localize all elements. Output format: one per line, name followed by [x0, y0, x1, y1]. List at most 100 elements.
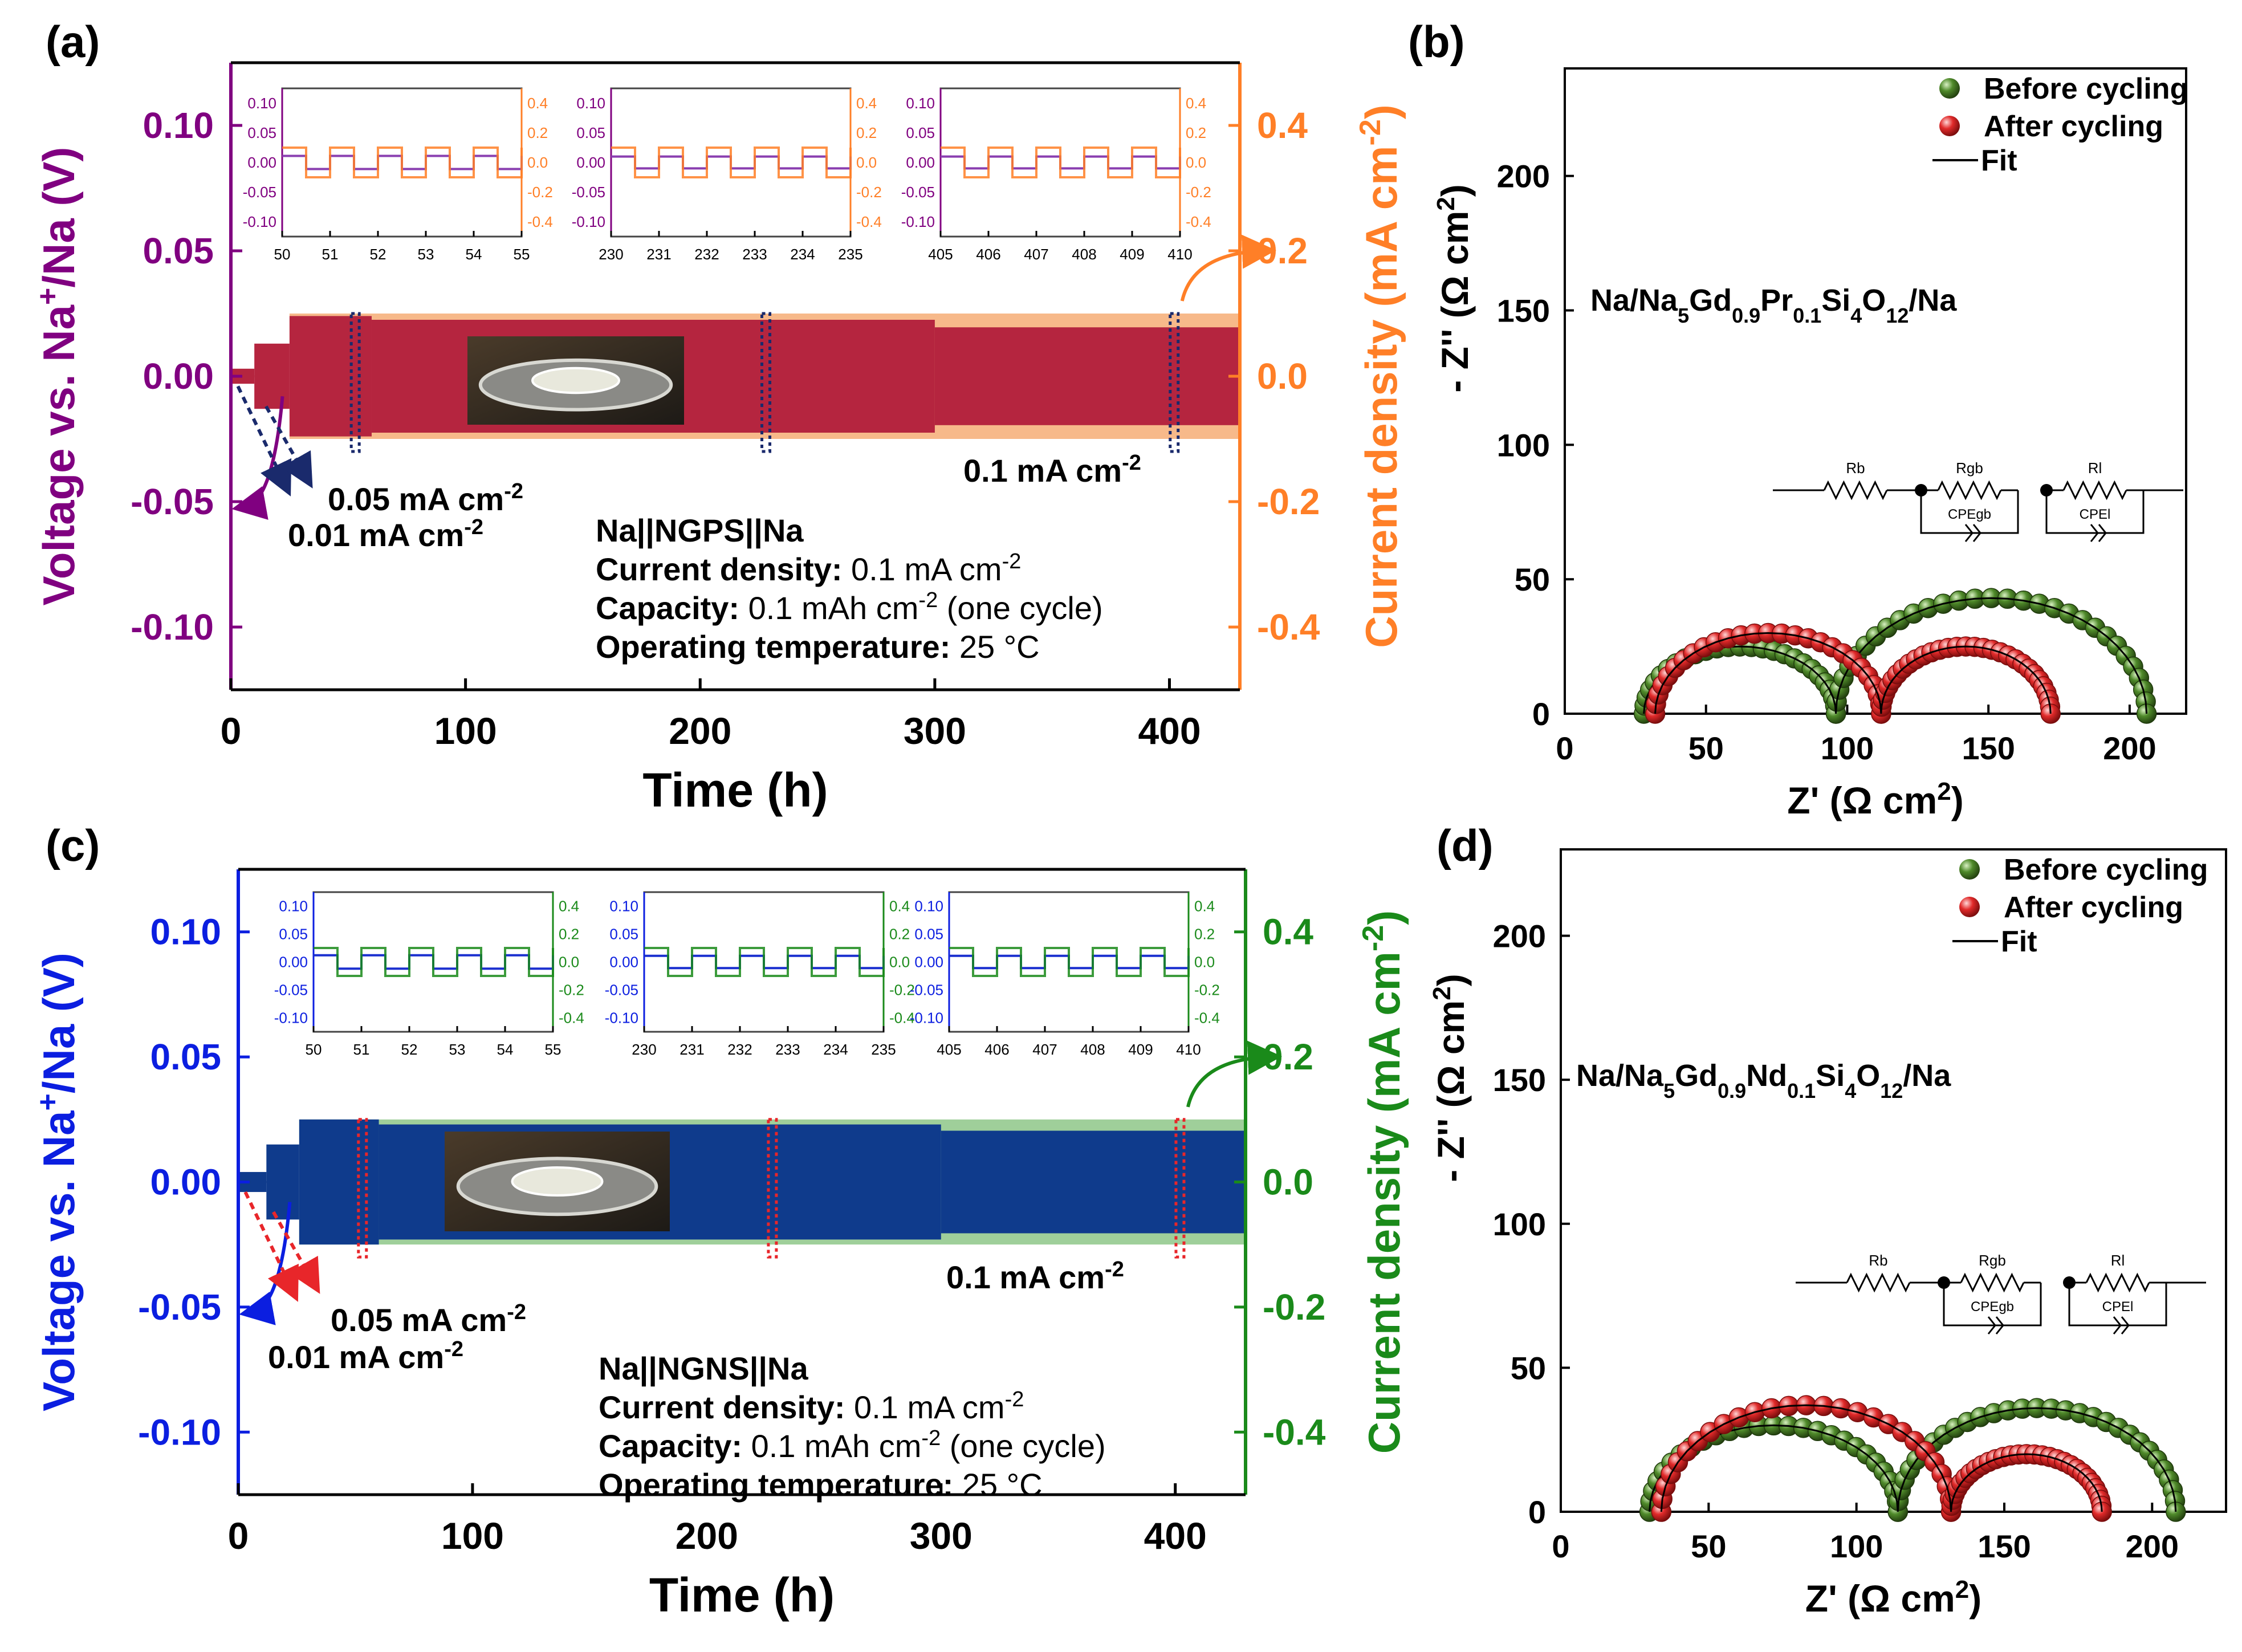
y-tick-label: 0.00 — [143, 356, 214, 397]
text-span: -2 — [504, 479, 523, 503]
rate-label-low: 0.01 mA cm-2 — [288, 515, 483, 553]
inset-y-tick-label: 0.10 — [609, 898, 638, 915]
inset-x-tick-label: 408 — [1080, 1041, 1105, 1058]
inset-y2-tick-label: -0.4 — [1194, 1010, 1220, 1027]
text-span: -2 — [1002, 550, 1022, 573]
inset-current-trace — [644, 947, 885, 977]
text-span: 12 — [1880, 1079, 1903, 1102]
text-span: Operating temperature: — [599, 1467, 953, 1503]
text-span: 2 — [1428, 986, 1456, 1000]
text-span: -2 — [507, 1300, 526, 1324]
equivalent-circuit: Rb Rgb CPEgb Rl CPEl — [1773, 459, 2183, 542]
rate-arrow-low — [265, 405, 313, 489]
text-span: + — [31, 1093, 64, 1110]
cell-photo — [467, 336, 684, 425]
y-tick-label: 0.05 — [143, 230, 214, 271]
info-capacity: Capacity: 0.1 mAh cm-2 (one cycle) — [599, 1426, 1106, 1464]
inset-y-tick-label: -0.05 — [243, 184, 276, 201]
text-span: Si — [1816, 1059, 1845, 1093]
inset-y-tick-label: 0.00 — [247, 154, 276, 171]
y-axis-title: Voltage vs. Na+/Na (V) — [31, 147, 84, 606]
inset-y-tick-label: -0.10 — [901, 213, 935, 230]
inset-y2-tick-label: -0.2 — [527, 184, 553, 201]
text-span: (one cycle) — [941, 1428, 1105, 1464]
inset-x-tick-label: 50 — [274, 246, 291, 263]
axis-arrow-current — [1180, 234, 1276, 302]
inset-x-tick-label: 51 — [353, 1041, 370, 1058]
text-span: 0.1 — [1787, 1079, 1816, 1102]
label-Rl: Rl — [2088, 459, 2102, 477]
inset-y-tick-label: -0.10 — [274, 1010, 308, 1027]
label-Rgb: Rgb — [1956, 459, 1983, 477]
text-span: 0.01 mA cm — [288, 517, 464, 553]
text-span: 4 — [1845, 1079, 1856, 1102]
y-tick-label: 150 — [1497, 293, 1550, 329]
photo-pellet — [511, 1166, 604, 1197]
inset-1: 0.10 0.05 0.00 -0.05 -0.10 0.4 0.2 0.0 -0.2 -0.4 2… — [572, 87, 882, 263]
fit-line — [1654, 632, 2052, 714]
inset-x-tick-label: 406 — [976, 246, 1000, 263]
x-tick-label: 400 — [1144, 1515, 1207, 1557]
fit-line — [1660, 1404, 2103, 1512]
inset-x-tick-label: 232 — [727, 1041, 752, 1058]
text-span: Z' (Ω cm — [1787, 779, 1937, 821]
text-span: 2 — [1955, 1576, 1969, 1604]
inset-x-tick-label: 235 — [871, 1041, 896, 1058]
inset-y2-tick-label: -0.2 — [559, 982, 584, 999]
text-span: Pr — [1760, 283, 1793, 318]
inset-1: 0.10 0.05 0.00 -0.05 -0.10 0.4 0.2 0.0 -0.2 -0.4 2… — [605, 891, 915, 1058]
x-tick-label: 0 — [1552, 1528, 1569, 1564]
y2-tick-label: 0.2 — [1257, 230, 1308, 271]
voltage-step-4 — [934, 327, 1240, 425]
inset-x-tick-label: 406 — [984, 1041, 1009, 1058]
inset-2: 0.10 0.05 0.00 -0.05 -0.10 0.4 0.2 0.0 -0.2 -0.4 4… — [901, 87, 1211, 263]
label-CPEgb: CPEgb — [1971, 1299, 2014, 1315]
text-span: ) — [1969, 1577, 1981, 1620]
text-span: Si — [1821, 283, 1850, 318]
zoom-marker-2 — [1174, 1118, 1186, 1259]
inset-x-tick-label: 54 — [466, 246, 482, 263]
x-tick-label: 0 — [221, 710, 242, 752]
text-span: -2 — [918, 588, 938, 612]
inset-x-tick-label: 407 — [1024, 246, 1048, 263]
inset-y-tick-label: -0.10 — [605, 1010, 638, 1027]
legend-marker-before — [1939, 78, 1960, 99]
parallel-branch — [2068, 1283, 2167, 1327]
text-span: Gd — [1689, 283, 1732, 318]
inset-y-tick-label: -0.10 — [243, 213, 276, 230]
text-span: 0.01 mA cm — [268, 1339, 444, 1375]
inset-y-tick-label: 0.05 — [279, 926, 308, 943]
inset-y-tick-label: -0.10 — [910, 1010, 943, 1027]
inset-x-tick-label: 409 — [1120, 246, 1144, 263]
text-span: ) — [1434, 184, 1476, 197]
legend-marker-before — [1959, 859, 1980, 880]
series-before — [1633, 588, 2157, 724]
y-axis-title: - Z'' (Ω cm2) — [1432, 184, 1476, 392]
text-span: ) — [1356, 104, 1406, 119]
rate-label-low: 0.01 mA cm-2 — [268, 1337, 463, 1375]
text-span: -2 — [1122, 451, 1141, 475]
inset-y-tick-label: 0.00 — [609, 954, 638, 971]
x-axis-title: Time (h) — [642, 763, 828, 817]
y2-tick-label: 0.4 — [1257, 105, 1308, 146]
text-span: -2 — [1005, 1387, 1024, 1411]
y-tick-label: -0.05 — [131, 481, 214, 522]
legend-before: Before cycling — [2004, 853, 2208, 886]
y2-axis-title: Current density (mA cm-2) — [1357, 910, 1409, 1454]
y-tick-label: -0.05 — [138, 1287, 221, 1328]
panel-a: (a) 0 100 200 300 400 Time (h) 0.10 0.05 0.00 -0.0… — [31, 17, 1406, 817]
label-CPEgb: CPEgb — [1948, 507, 1991, 522]
inset-y-tick-label: -0.05 — [274, 982, 308, 999]
text-span: Nd — [1746, 1059, 1787, 1093]
x-tick-label: 200 — [669, 710, 731, 752]
rate-label-main: 0.1 mA cm-2 — [963, 451, 1141, 489]
inset-x-tick-label: 405 — [928, 246, 953, 263]
text-span: Capacity: — [596, 590, 739, 626]
x-tick-label: 100 — [434, 710, 497, 752]
panel-c: (c) 0 100 200 300 400 Time (h) 0.10 0.05 0.00 -0.0… — [31, 820, 1409, 1622]
text-span: O — [1862, 283, 1886, 318]
inset-2: 0.10 0.05 0.00 -0.05 -0.10 0.4 0.2 0.0 -0.2 -0.4 4… — [910, 891, 1220, 1058]
panel-label: (d) — [1437, 820, 1494, 870]
legend-after: After cycling — [1984, 110, 2163, 143]
